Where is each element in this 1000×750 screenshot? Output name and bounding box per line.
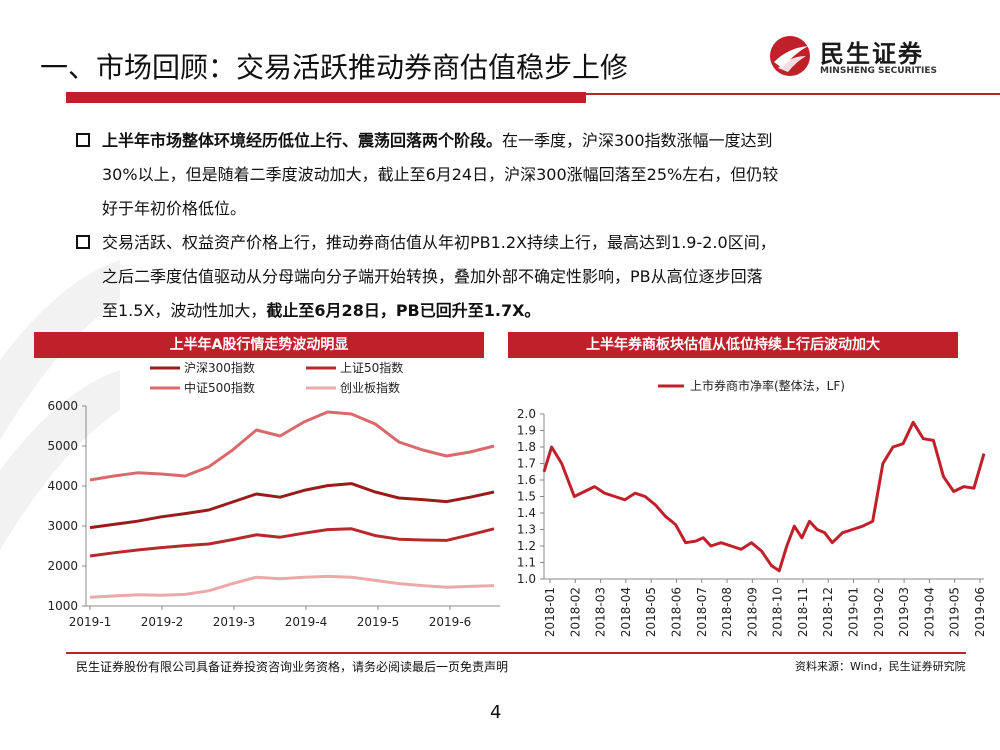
x-tick-label: 2019-04 [922, 587, 936, 637]
x-tick-label: 2018-01 [543, 587, 557, 637]
logo-chinese-name: 民生证券 [820, 40, 924, 68]
series-line-1 [89, 482, 495, 530]
series-line-3 [89, 410, 495, 482]
footer-disclaimer: 民生证券股份有限公司具备证券投资咨询业务资格，请务必阅读最后一页免责声明 [76, 660, 509, 674]
x-tick-label: 2018-08 [720, 587, 734, 637]
data-source: 资料来源：Wind，民生证券研究院 [795, 660, 966, 673]
x-tick-label: 2018-12 [821, 587, 835, 637]
minsheng-logo-icon [770, 36, 810, 76]
legend-label: 创业板指数 [340, 380, 400, 395]
x-tick-label: 2019-5 [357, 615, 400, 629]
y-tick-label: 6000 [47, 399, 78, 413]
x-tick-label: 2018-09 [745, 587, 759, 637]
bullet-square-icon [76, 133, 90, 147]
legend-label: 中证500指数 [184, 380, 255, 395]
x-tick-label: 2018-11 [796, 587, 810, 637]
y-tick-label: 1.5 [517, 490, 536, 504]
x-tick-label: 2019-1 [69, 615, 112, 629]
bullet-2-line-1: 交易活跃、权益资产价格上行，推动券商估值从年初PB1.2X持续上行，最高达到1.… [102, 233, 776, 252]
x-tick-label: 2019-6 [429, 615, 472, 629]
y-tick-label: 1.4 [517, 506, 536, 520]
series-line-4 [89, 574, 495, 599]
bullet-square-icon [76, 235, 90, 249]
right-chart-title: 上半年券商板块估值从低位持续上行后波动加大 [508, 332, 958, 358]
x-tick-label: 2019-4 [285, 615, 328, 629]
bullet-1-line-1: 在一季度，沪深300指数涨幅一度达到 [502, 131, 773, 150]
y-tick-label: 1.2 [517, 539, 536, 553]
page-number: 4 [490, 702, 502, 723]
x-tick-label: 2018-04 [619, 587, 633, 637]
x-tick-label: 2018-05 [644, 587, 658, 637]
bullet-1-line-3: 好于年初价格低位。 [102, 199, 247, 218]
pb-series-line [542, 420, 986, 573]
x-tick-label: 2019-02 [872, 587, 886, 637]
right-chart: 上市券商市净率(整体法，LF) 1.0 1.1 1.2 1.3 1.4 1.5 1.6 1.7 1… [517, 378, 987, 637]
y-tick-label: 1.9 [517, 424, 536, 438]
company-logo: 民生证券 MINSHENG SECURITIES [768, 32, 948, 82]
y-tick-label: 1000 [47, 599, 78, 613]
y-tick-label: 5000 [47, 439, 78, 453]
legend-label: 上证50指数 [340, 360, 403, 375]
y-tick-label: 1.1 [517, 556, 536, 570]
x-tick-label: 2018-02 [568, 587, 582, 637]
y-tick-label: 3000 [47, 519, 78, 533]
legend-label: 沪深300指数 [184, 360, 255, 375]
left-chart-title: 上半年A股行情走势波动明显 [34, 332, 484, 358]
x-tick-label: 2018-03 [594, 587, 608, 637]
bullet-1-line-2: 30%以上，但是随着二季度波动加大，截止至6月24日，沪深300涨幅回落至25%… [102, 165, 779, 184]
y-tick-label: 1.7 [517, 457, 536, 471]
bullet-2-line-2: 之后二季度估值驱动从分母端向分子端开始转换，叠加外部不确定性影响，PB从高位逐步… [102, 267, 763, 286]
bullet-2-bold: 截止至6月28日，PB已回升至1.7X。 [266, 301, 541, 320]
x-tick-label: 2019-01 [847, 587, 861, 637]
title-underline-line [586, 93, 1000, 95]
page-title: 一、市场回顾：交易活跃推动券商估值稳步上修 [40, 51, 629, 84]
y-tick-label: 2000 [47, 559, 78, 573]
x-tick-label: 2019-05 [948, 587, 962, 637]
logo-english-name: MINSHENG SECURITIES [820, 66, 937, 76]
title-underline-bar [66, 92, 586, 103]
series-line-2 [89, 527, 495, 558]
x-tick-label: 2018-10 [771, 587, 785, 637]
y-tick-label: 1.8 [517, 440, 536, 454]
bullet-1: 上半年市场整体环境经历低位上行、震荡回落两个阶段。在一季度，沪深300指数涨幅一… [76, 124, 936, 226]
y-tick-label: 1.3 [517, 523, 536, 537]
x-tick-label: 2019-2 [141, 615, 184, 629]
bullet-2-line-3: 至1.5X，波动性加大， [102, 301, 267, 320]
y-tick-label: 2.0 [517, 407, 536, 421]
y-tick-label: 1.6 [517, 473, 536, 487]
bullet-1-bold: 上半年市场整体环境经历低位上行、震荡回落两个阶段。 [102, 131, 503, 150]
x-tick-label: 2019-06 [973, 587, 987, 637]
bullet-2: 交易活跃、权益资产价格上行，推动券商估值从年初PB1.2X持续上行，最高达到1.… [76, 226, 936, 328]
y-tick-label: 4000 [47, 479, 78, 493]
x-tick-label: 2019-3 [213, 615, 256, 629]
x-tick-label: 2018-07 [695, 587, 709, 637]
x-tick-label: 2018-06 [669, 587, 683, 637]
y-tick-label: 1.0 [517, 572, 536, 586]
footer-divider [66, 652, 966, 654]
legend-label: 上市券商市净率(整体法，LF) [690, 378, 845, 393]
x-tick-label: 2019-03 [897, 587, 911, 637]
